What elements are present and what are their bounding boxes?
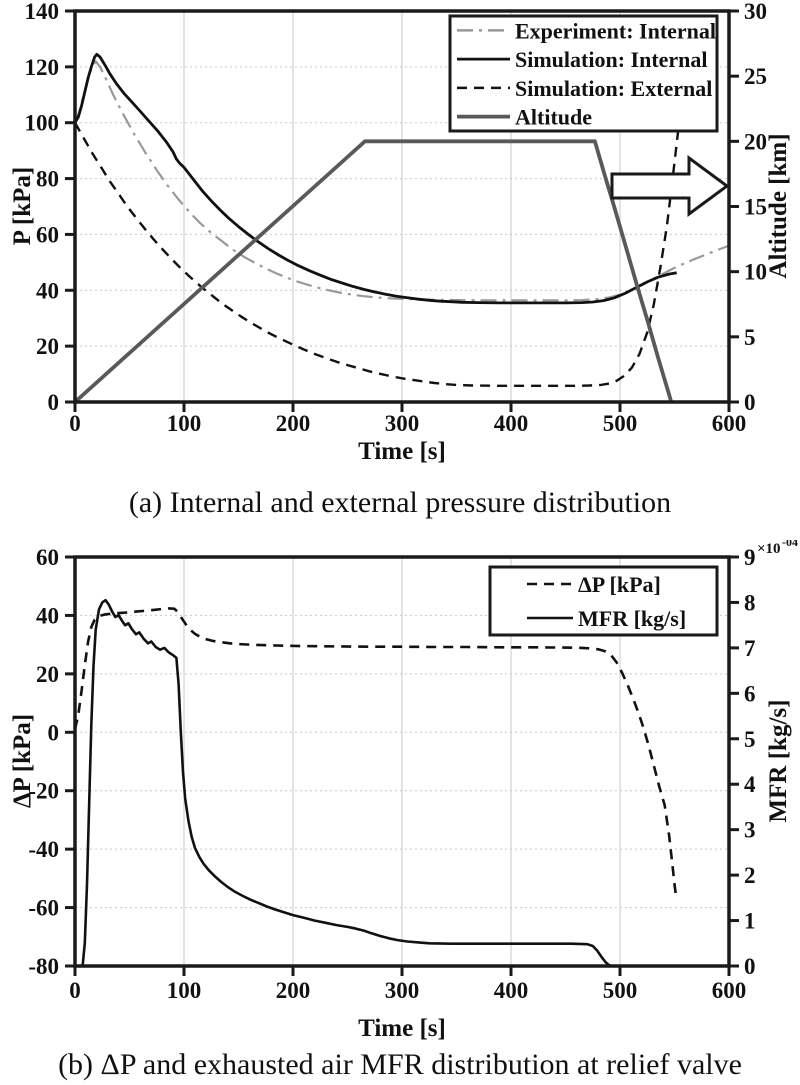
- left-tick-label: 40: [36, 603, 59, 628]
- x-tick-label: 100: [167, 978, 202, 1003]
- left-axis-title: ΔP [kPa]: [9, 714, 36, 808]
- right-axis-pointer-arrow: [610, 155, 730, 217]
- x-tick-label: 500: [603, 411, 638, 436]
- left-tick-label: 40: [36, 278, 59, 303]
- right-tick-label: 30: [744, 0, 767, 24]
- right-tick-label: 15: [744, 195, 767, 220]
- right-tick-label: 4: [744, 772, 756, 797]
- series-simulation-external: [73, 94, 684, 387]
- left-tick-label: 20: [36, 334, 59, 359]
- right-tick-label: 6: [744, 681, 756, 706]
- x-tick-label: 300: [385, 411, 420, 436]
- legend-item-label: ΔP [kPa]: [578, 572, 661, 597]
- figure-a: 0 100 200 300 400 500 600 0 20 40 60 80 100 120 140 0 5 1…: [0, 0, 800, 540]
- right-axis-exponent-base: ×10: [757, 541, 781, 557]
- x-tick-label: 400: [494, 411, 529, 436]
- x-tick-label: 200: [276, 411, 311, 436]
- series-delta-p: [73, 607, 677, 894]
- left-axis-title: P [kPa]: [9, 167, 36, 245]
- chart-b-deltap-mfr: 0 100 200 300 400 500 600-80-60-40-20020406001…: [9, 540, 798, 1042]
- left-tick-label: 80: [36, 167, 59, 192]
- x-tick-label: 0: [69, 978, 81, 1003]
- left-tick-label: 0: [48, 390, 60, 415]
- series-experiment-internal: [73, 60, 730, 302]
- legend-item-label: Experiment: Internal: [515, 18, 716, 43]
- right-tick-label: 9: [744, 545, 756, 570]
- left-tick-label: 100: [25, 111, 60, 136]
- series-mfr: [75, 598, 612, 968]
- right-tick-label: 2: [744, 863, 756, 888]
- figure-a-caption: (a) Internal and external pressure distr…: [128, 485, 672, 519]
- x-axis-title: Time [s]: [358, 438, 446, 465]
- series-simulation-internal: [73, 52, 677, 305]
- left-tick-label: 0: [48, 720, 60, 745]
- right-tick-label: 5: [744, 727, 756, 752]
- plot-border: [73, 555, 731, 968]
- legend-item-label: MFR [kg/s]: [578, 606, 686, 631]
- right-tick-label: 7: [744, 636, 756, 661]
- x-tick-label: 400: [494, 978, 529, 1003]
- series-altitude: [73, 139, 674, 404]
- right-tick-label: 1: [744, 909, 756, 934]
- right-tick-label: 0: [744, 954, 756, 979]
- left-tick-label: 60: [36, 545, 59, 570]
- right-axis-title: MFR [kg/s]: [765, 700, 792, 823]
- x-tick-label: 600: [712, 978, 747, 1003]
- figure-b-caption: (b) ΔP and exhausted air MFR distributio…: [58, 1048, 742, 1081]
- left-tick-label: -60: [28, 896, 59, 921]
- x-tick-label: 0: [69, 411, 81, 436]
- right-axis-title: Altitude [km]: [765, 133, 792, 278]
- right-tick-label: 0: [744, 390, 756, 415]
- legend-box: [448, 14, 719, 133]
- legend-item-label: Simulation: External: [515, 76, 712, 101]
- left-tick-label: 120: [25, 55, 60, 80]
- right-tick-label: 20: [744, 129, 767, 154]
- legend-box: [488, 565, 719, 637]
- x-tick-label: 500: [603, 978, 638, 1003]
- right-tick-label: 10: [744, 260, 767, 285]
- x-tick-label: 200: [276, 978, 311, 1003]
- left-tick-label: 20: [36, 662, 59, 687]
- left-tick-label: -40: [28, 837, 59, 862]
- right-tick-label: 8: [744, 590, 756, 615]
- right-tick-label: 3: [744, 818, 756, 843]
- figure-b: 0 100 200 300 400 500 600 -80 -60 -40 -20 0 20 40 60 0 1…: [0, 540, 800, 1085]
- left-tick-label: 140: [25, 0, 60, 24]
- right-tick-label: 25: [744, 64, 767, 89]
- right-axis-exponent-power: -04: [782, 540, 798, 549]
- x-tick-label: 300: [385, 978, 420, 1003]
- left-tick-label: -80: [28, 954, 59, 979]
- x-tick-label: 600: [712, 411, 747, 436]
- left-tick-label: 60: [36, 222, 59, 247]
- legend-item-label: Altitude: [515, 105, 592, 130]
- left-tick-label: -20: [28, 779, 59, 804]
- plot-border: [73, 9, 731, 404]
- chart-a-pressure-altitude: 0 100 200 300 400 500 600020406080100120140051…: [9, 0, 792, 465]
- right-tick-label: 5: [744, 325, 756, 350]
- x-tick-label: 100: [167, 411, 202, 436]
- x-axis-title: Time [s]: [358, 1015, 446, 1042]
- legend-item-label: Simulation: Internal: [515, 47, 708, 72]
